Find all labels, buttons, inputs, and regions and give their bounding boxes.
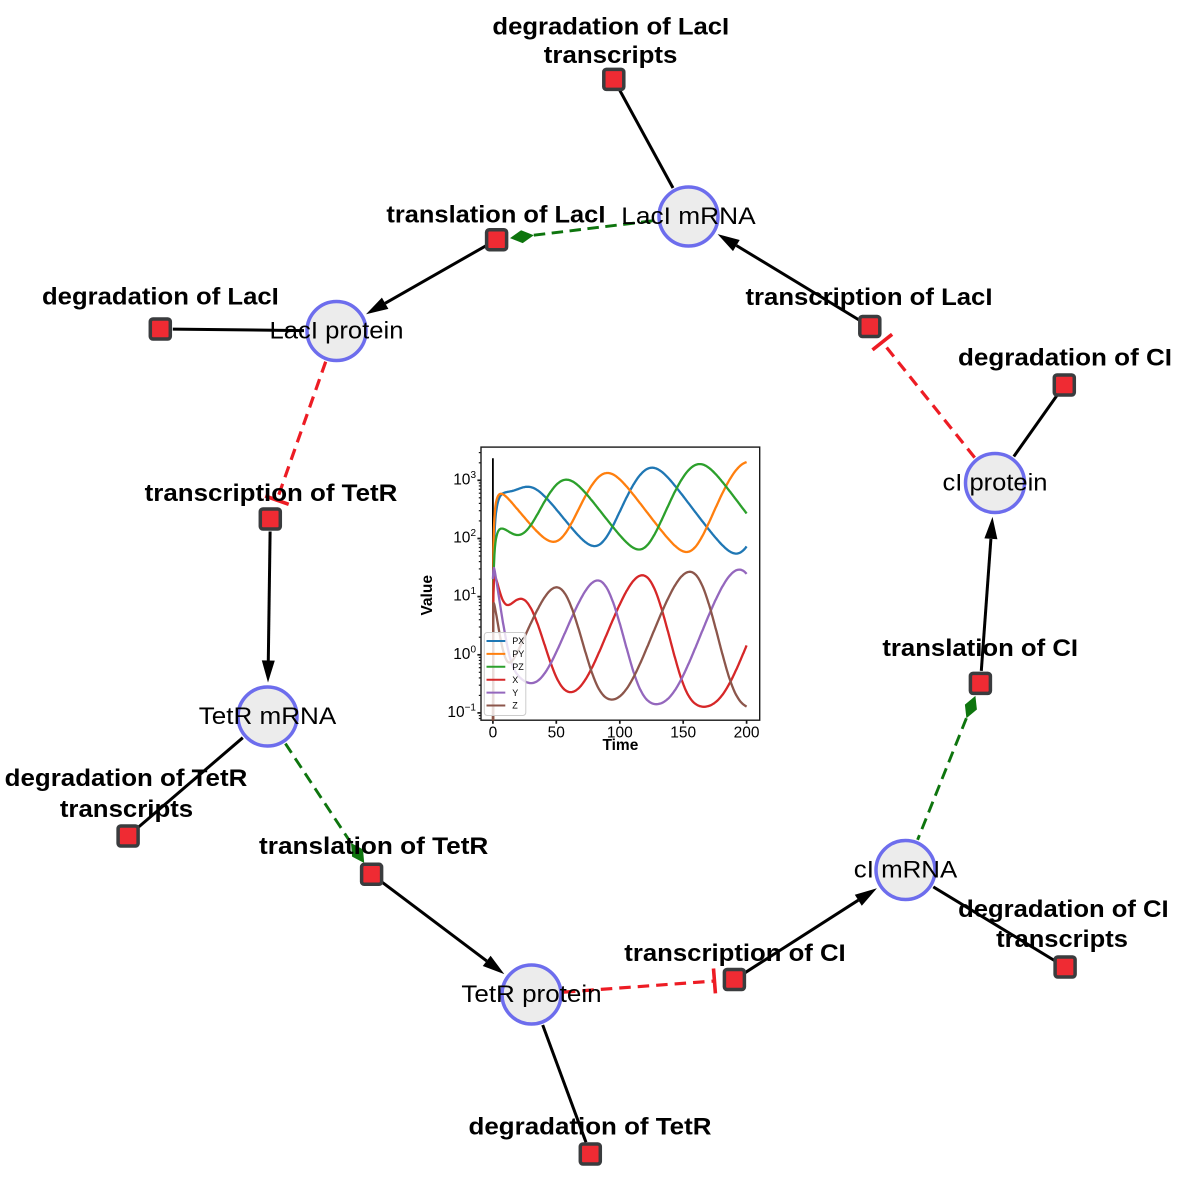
svg-text:PZ: PZ [512, 662, 524, 672]
svg-text:degradation of CI: degradation of CI [958, 345, 1172, 372]
svg-text:0: 0 [489, 725, 498, 742]
svg-text:transcription of CI: transcription of CI [624, 940, 845, 967]
svg-text:200: 200 [734, 725, 760, 742]
svg-text:degradation of LacI: degradation of LacI [492, 14, 729, 41]
svg-text:PX: PX [512, 636, 524, 646]
svg-text:LacI mRNA: LacI mRNA [621, 203, 755, 230]
svg-text:TetR mRNA: TetR mRNA [199, 703, 337, 730]
svg-text:X: X [512, 675, 518, 685]
svg-text:transcripts: transcripts [60, 796, 193, 823]
svg-text:50: 50 [548, 725, 566, 742]
svg-text:transcripts: transcripts [996, 926, 1128, 953]
svg-text:LacI protein: LacI protein [270, 318, 404, 345]
svg-text:Time: Time [602, 737, 638, 754]
svg-text:PY: PY [512, 649, 524, 659]
svg-text:degradation of LacI: degradation of LacI [42, 284, 279, 311]
svg-text:Value: Value [419, 575, 436, 616]
svg-text:transcription of LacI: transcription of LacI [746, 284, 993, 311]
svg-text:translation of CI: translation of CI [882, 635, 1078, 662]
svg-text:cI protein: cI protein [943, 470, 1048, 497]
svg-text:100: 100 [607, 725, 633, 742]
svg-text:Y: Y [512, 688, 518, 698]
svg-text:degradation of CI: degradation of CI [958, 896, 1169, 923]
svg-text:150: 150 [670, 725, 696, 742]
svg-text:translation of TetR: translation of TetR [259, 833, 488, 860]
svg-text:degradation of TetR: degradation of TetR [5, 765, 248, 792]
svg-text:cI mRNA: cI mRNA [854, 857, 958, 884]
svg-text:transcripts: transcripts [544, 42, 678, 69]
svg-text:TetR protein: TetR protein [461, 981, 601, 1008]
svg-text:translation of LacI: translation of LacI [386, 202, 605, 229]
svg-text:degradation of TetR: degradation of TetR [469, 1114, 712, 1141]
svg-text:transcription of TetR: transcription of TetR [145, 480, 398, 507]
svg-text:Z: Z [512, 701, 518, 711]
